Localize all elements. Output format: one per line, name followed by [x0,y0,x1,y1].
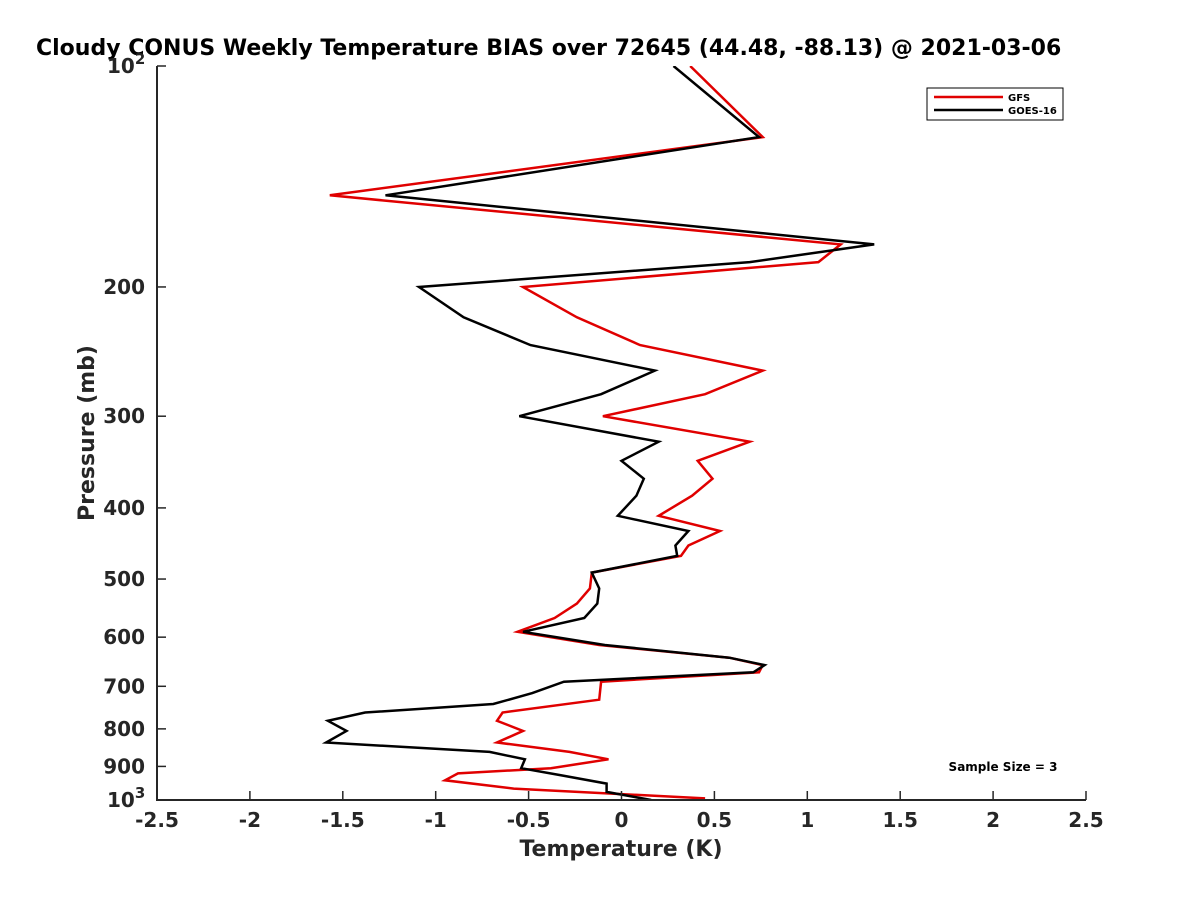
x-tick-label: 2.5 [1068,808,1103,832]
series-layer [321,66,875,800]
series-line-gfs [329,66,844,800]
x-axis-ticks: -2.5 -2 -1.5 -1 -0.5 0 0.5 1 1.5 2 2.5 [135,791,1104,832]
y-axis-label: Pressure (mb) [75,345,100,521]
y-tick-label: 700 [103,674,145,698]
x-tick-label: 1 [800,808,814,832]
sample-size-annotation: Sample Size = 3 [949,760,1058,774]
y-tick-label: 400 [103,496,145,520]
y-tick-label: 800 [103,717,145,741]
chart-title: Cloudy CONUS Weekly Temperature BIAS ove… [36,36,1061,61]
x-axis-label: Temperature (K) [519,837,722,862]
y-tick-label: 900 [103,754,145,778]
legend-box [926,87,1064,121]
x-tick-label: -0.5 [507,808,551,832]
x-tick-label: 0.5 [697,808,732,832]
x-tick-label: -2.5 [135,808,179,832]
x-tick-label: -1.5 [321,808,365,832]
y-tick-label: 600 [103,625,145,649]
legend: GFS GOES-16 [926,87,1064,121]
legend-label-gfs: GFS [1008,93,1030,104]
x-tick-label: 1.5 [882,808,917,832]
legend-label-goes16: GOES-16 [1008,106,1057,117]
x-tick-label: -1 [425,808,447,832]
y-tick-label: 200 [103,275,145,299]
x-tick-label: -2 [239,808,261,832]
axis-frame [156,66,1086,801]
y-tick-label: 102 [107,50,145,78]
y-tick-label: 300 [103,404,145,428]
x-tick-label: 0 [615,808,629,832]
y-tick-label: 500 [103,567,145,591]
x-tick-label: 2 [986,808,1000,832]
series-line-goes16 [321,66,875,800]
